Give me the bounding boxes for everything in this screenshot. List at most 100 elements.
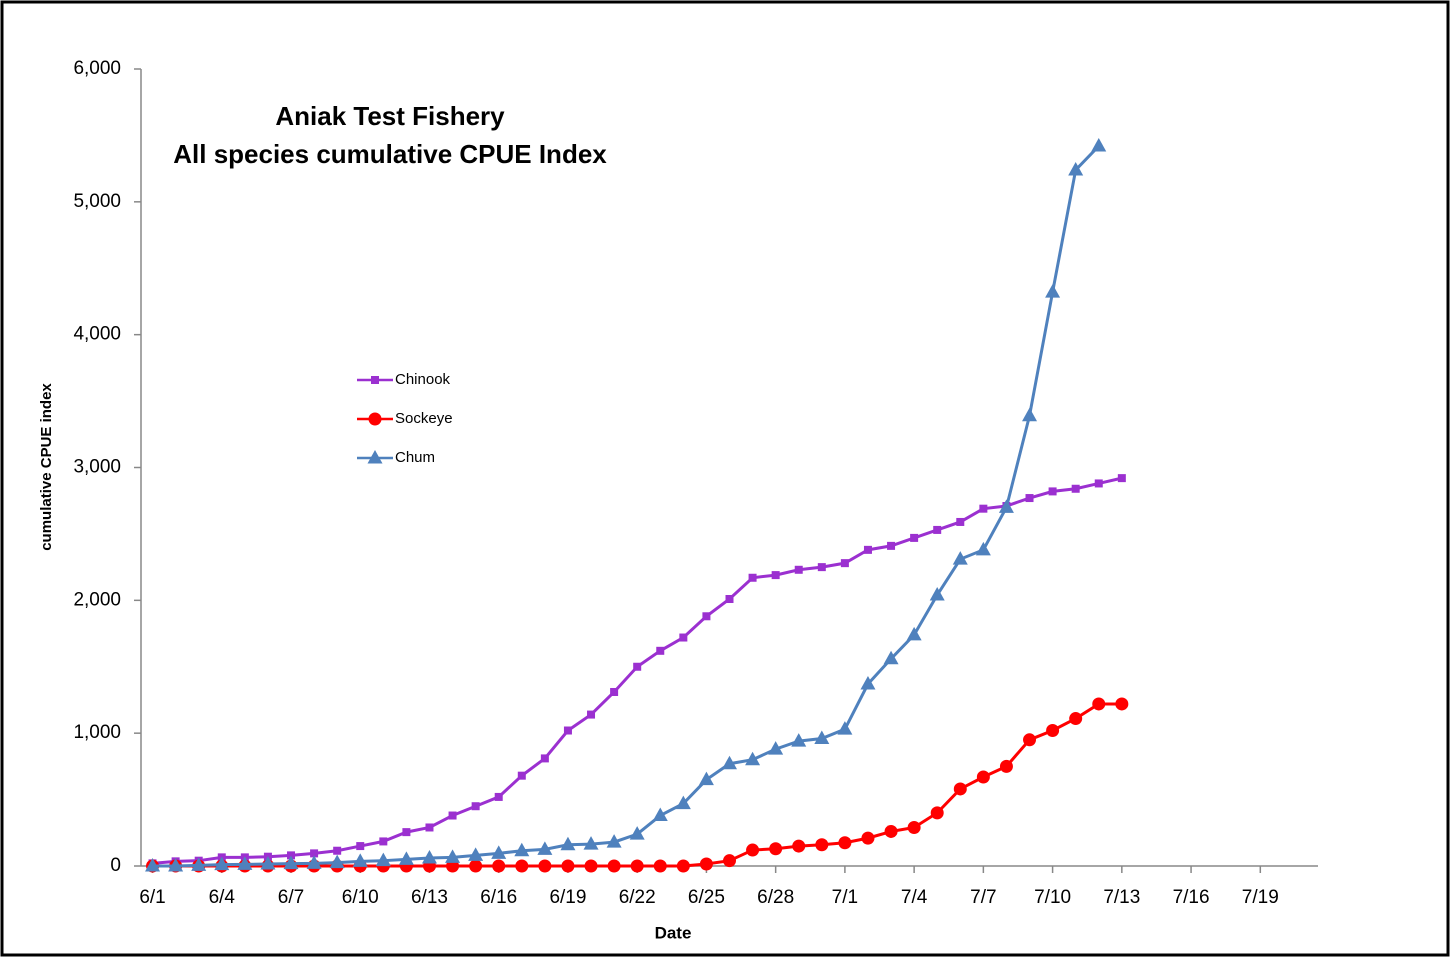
x-tick-label: 7/19 (1242, 887, 1279, 908)
point (769, 842, 783, 856)
point (883, 650, 899, 665)
point (425, 823, 434, 832)
point (837, 721, 853, 735)
point (606, 834, 622, 848)
point (1091, 138, 1107, 152)
point (329, 854, 345, 869)
legend-label: Chinook (395, 371, 451, 388)
point (367, 450, 383, 464)
point (884, 824, 898, 838)
point (863, 545, 872, 554)
point (287, 851, 296, 860)
x-tick-label: 6/16 (480, 887, 517, 908)
x-tick-label: 7/1 (832, 887, 858, 908)
point (653, 859, 667, 873)
point (815, 838, 829, 852)
y-tick-label: 5,000 (73, 191, 121, 212)
point (1068, 161, 1084, 176)
point (679, 633, 688, 642)
point (583, 836, 599, 850)
legend-label: Chum (395, 449, 435, 466)
point (1092, 697, 1106, 711)
point (887, 541, 896, 550)
point (445, 849, 461, 863)
point (237, 856, 253, 870)
point (791, 733, 807, 747)
point (402, 828, 411, 837)
point (448, 811, 457, 820)
x-tick-label: 6/25 (688, 887, 725, 908)
point (398, 851, 414, 865)
point (633, 662, 642, 671)
x-tick-label: 7/10 (1034, 887, 1071, 908)
point (1048, 487, 1057, 496)
point (748, 573, 757, 582)
point (492, 859, 506, 873)
point (540, 754, 549, 763)
point (1023, 733, 1037, 747)
point (768, 741, 784, 755)
point (722, 755, 737, 770)
point (952, 551, 968, 565)
point (1022, 407, 1038, 422)
point (514, 842, 530, 857)
point (356, 842, 365, 851)
point (371, 376, 379, 384)
chart-title: Aniak Test Fishery (275, 101, 505, 131)
point (814, 730, 830, 744)
point (792, 839, 806, 853)
x-tick-label: 7/7 (970, 887, 996, 908)
point (725, 595, 734, 604)
point (1094, 479, 1103, 488)
legend-label: Sockeye (395, 410, 453, 427)
point (840, 559, 849, 568)
y-tick-label: 1,000 (73, 722, 121, 743)
point (861, 831, 875, 845)
point (168, 858, 184, 872)
point (191, 857, 207, 871)
point (998, 499, 1014, 513)
point (1025, 494, 1034, 503)
point (838, 836, 852, 850)
point (607, 859, 621, 873)
point (907, 820, 921, 834)
point (1069, 712, 1083, 726)
point (306, 855, 322, 869)
point (929, 587, 945, 601)
x-tick-label: 6/19 (549, 887, 586, 908)
point (723, 854, 736, 868)
point (656, 646, 665, 655)
point (771, 571, 780, 580)
point (560, 836, 576, 851)
x-tick-label: 6/22 (619, 887, 656, 908)
point (468, 847, 484, 861)
point (746, 843, 760, 857)
point (956, 517, 965, 526)
point (333, 846, 342, 855)
point (563, 726, 572, 735)
x-tick-label: 6/7 (278, 887, 304, 908)
point (630, 859, 644, 873)
point (930, 806, 944, 820)
x-tick-label: 6/13 (411, 887, 448, 908)
point (1071, 484, 1080, 493)
point (352, 853, 368, 867)
point (817, 563, 826, 572)
point (610, 687, 619, 696)
point (494, 792, 503, 801)
chart-title: All species cumulative CPUE Index (173, 139, 607, 169)
x-tick-label: 6/1 (139, 887, 165, 908)
point (587, 710, 596, 719)
point (979, 504, 988, 513)
point (906, 626, 922, 641)
point (794, 565, 803, 574)
point (1117, 474, 1126, 483)
point (652, 807, 668, 822)
point (145, 858, 161, 872)
point (537, 841, 553, 855)
point (260, 856, 276, 870)
point (698, 771, 714, 786)
point (283, 855, 299, 870)
point (629, 826, 645, 840)
